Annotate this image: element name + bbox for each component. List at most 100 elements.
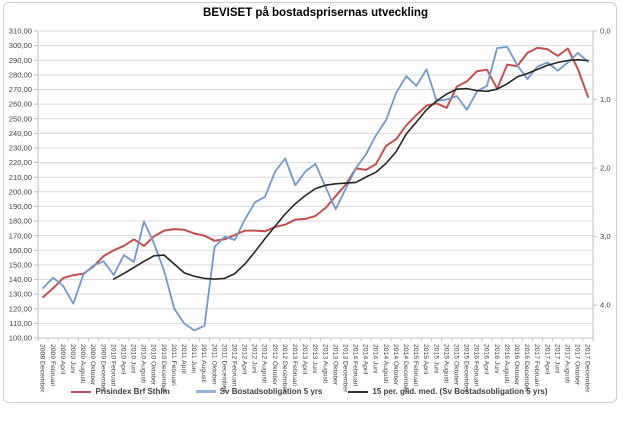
bond-rate-line (42, 45, 589, 332)
svg-text:190,00: 190,00 (9, 202, 32, 211)
svg-text:2013 April: 2013 April (301, 344, 308, 375)
svg-text:2013 Februari: 2013 Februari (291, 344, 298, 387)
svg-text:2012 Oktober: 2012 Oktober (271, 344, 278, 386)
svg-text:100,00: 100,00 (9, 334, 32, 343)
svg-text:200,00: 200,00 (9, 187, 32, 196)
svg-text:2011 April: 2011 April (180, 344, 187, 374)
svg-text:270,00: 270,00 (9, 85, 32, 94)
chart-frame (3, 2, 617, 403)
svg-text:2009 Augusti: 2009 Augusti (79, 344, 86, 384)
legend-label: Prisindex Brf Sthlm (95, 387, 170, 396)
svg-text:0,0: 0,0 (600, 27, 611, 36)
x-axis-labels: 2008 December 2009 Februari 2009 April 2009… (39, 344, 591, 393)
svg-text:2009 December: 2009 December (99, 344, 106, 393)
svg-text:2013 Juni: 2013 Juni (311, 344, 318, 374)
svg-text:2009 April: 2009 April (59, 344, 66, 375)
svg-text:2010 Juni: 2010 Juni (130, 344, 137, 374)
svg-text:2014 December: 2014 December (402, 344, 409, 393)
svg-text:2017 Augusti: 2017 Augusti (563, 344, 570, 384)
svg-text:2011 Februari: 2011 Februari (170, 344, 177, 386)
svg-text:130,00: 130,00 (9, 290, 32, 299)
legend-label: 15 per. glid. med. (Sv Bostadsobligation… (372, 387, 548, 396)
svg-text:4,0: 4,0 (600, 301, 611, 310)
svg-text:2017 Juni: 2017 Juni (553, 344, 560, 374)
svg-text:1,0: 1,0 (600, 95, 611, 104)
svg-text:120,00: 120,00 (9, 304, 32, 313)
svg-text:2014 Augusti: 2014 Augusti (382, 344, 389, 384)
svg-text:2017 April: 2017 April (543, 344, 550, 375)
svg-text:240,00: 240,00 (9, 129, 32, 138)
x-axis-ticks (37, 338, 594, 341)
svg-text:260,00: 260,00 (9, 100, 32, 109)
svg-text:160,00: 160,00 (9, 246, 32, 255)
svg-text:2017 December: 2017 December (584, 344, 591, 393)
svg-text:2009 Oktober: 2009 Oktober (89, 344, 96, 386)
svg-text:2015 April: 2015 April (422, 344, 429, 375)
svg-text:2010 December: 2010 December (160, 344, 167, 393)
svg-text:210,00: 210,00 (9, 173, 32, 182)
svg-text:170,00: 170,00 (9, 231, 32, 240)
svg-text:250,00: 250,00 (9, 114, 32, 123)
svg-text:2017 Februari: 2017 Februari (533, 344, 540, 387)
svg-text:2015 Augusti: 2015 Augusti (442, 344, 449, 384)
svg-text:2010 Augusti: 2010 Augusti (140, 344, 147, 384)
svg-text:2012 Augusti: 2012 Augusti (261, 344, 268, 384)
svg-text:2015 December: 2015 December (463, 344, 470, 393)
right-axis-labels: 0,0 1,0 2,0 3,0 4,0 (593, 27, 611, 310)
left-axis-labels: 310,00 300,00 290,00 280,00 270,00 260,00 250,… (9, 27, 38, 343)
black-line-swatch-icon (348, 390, 369, 393)
svg-text:220,00: 220,00 (9, 158, 32, 167)
svg-text:2014 April: 2014 April (362, 344, 369, 375)
svg-text:2014 Juni: 2014 Juni (372, 344, 379, 374)
blue-line-swatch-icon (195, 390, 216, 393)
svg-text:2010 April: 2010 April (119, 344, 126, 375)
svg-text:2011 Juni: 2011 Juni (190, 344, 197, 373)
svg-text:2014 Februari: 2014 Februari (352, 344, 359, 387)
svg-text:310,00: 310,00 (9, 27, 32, 36)
svg-text:230,00: 230,00 (9, 144, 32, 153)
svg-text:3,0: 3,0 (600, 232, 611, 241)
svg-text:2,0: 2,0 (600, 164, 611, 173)
svg-text:2012 Februari: 2012 Februari (230, 344, 237, 387)
svg-text:2013 Augusti: 2013 Augusti (321, 344, 328, 384)
svg-text:280,00: 280,00 (9, 70, 32, 79)
svg-text:180,00: 180,00 (9, 217, 32, 226)
legend-label: Sv Bostadsobligation 5 yrs (219, 387, 323, 396)
svg-text:2011 December: 2011 December (220, 344, 227, 393)
chart-title: BEVISET på bostadsprisernas utveckling (203, 7, 428, 19)
svg-text:2012 Juni: 2012 Juni (251, 344, 258, 374)
svg-text:300,00: 300,00 (9, 41, 32, 50)
svg-text:2016 Februari: 2016 Februari (473, 344, 480, 387)
svg-text:2016 April: 2016 April (483, 344, 490, 375)
legend-item-glidande-medel: 15 per. glid. med. (Sv Bostadsobligation… (348, 387, 548, 396)
svg-text:2016 Juni: 2016 Juni (493, 344, 500, 374)
svg-text:2010 Februari: 2010 Februari (109, 344, 116, 387)
svg-text:2015 Februari: 2015 Februari (412, 344, 419, 387)
svg-text:2016 December: 2016 December (523, 344, 530, 393)
svg-text:2013 Oktober: 2013 Oktober (331, 344, 338, 386)
svg-text:2012 April: 2012 April (241, 344, 248, 375)
legend-item-bostadsobligation: Sv Bostadsobligation 5 yrs (195, 387, 323, 396)
svg-text:150,00: 150,00 (9, 261, 32, 270)
svg-text:2009 Februari: 2009 Februari (49, 344, 56, 387)
chart-legend: Prisindex Brf Sthlm Sv Bostadsobligation… (0, 387, 619, 396)
svg-text:290,00: 290,00 (9, 56, 32, 65)
moving-average-line (112, 58, 589, 280)
axis-lines (37, 31, 594, 339)
svg-text:2011 Augusti: 2011 Augusti (200, 344, 207, 383)
svg-text:110,00: 110,00 (9, 319, 32, 328)
svg-text:2011 Oktober: 2011 Oktober (210, 344, 217, 385)
svg-text:140,00: 140,00 (9, 275, 32, 284)
svg-text:2016 Oktober: 2016 Oktober (513, 344, 520, 386)
svg-text:2013 December: 2013 December (341, 344, 348, 393)
svg-text:2015 Juni: 2015 Juni (432, 344, 439, 374)
svg-text:2017 Oktober: 2017 Oktober (574, 344, 581, 386)
red-line-swatch-icon (71, 390, 92, 393)
svg-text:2014 Oktober: 2014 Oktober (392, 344, 399, 386)
gridlines (38, 30, 593, 339)
svg-text:2010 Oktober: 2010 Oktober (150, 344, 157, 386)
svg-text:2015 Oktober: 2015 Oktober (452, 344, 459, 386)
svg-text:2012 December: 2012 December (281, 344, 288, 393)
